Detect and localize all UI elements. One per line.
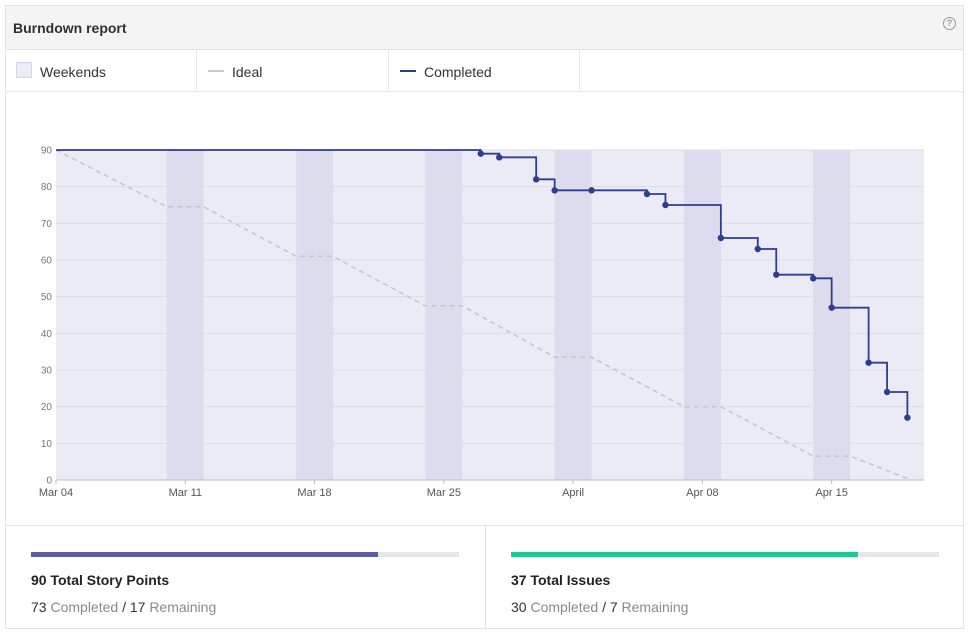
burndown-chart: 0 10 20 30 40 50 60 70 80 90 Mar 04 Mar 11 Mar 18 Mar… — [39, 146, 924, 499]
page-title: Burndown report — [13, 20, 127, 36]
issues-separator: / — [602, 599, 606, 615]
stats-footer: 90 Total Story Points 73 Completed / 17 … — [6, 525, 963, 630]
story-points-summary: 73 Completed / 17 Remaining — [31, 599, 216, 615]
issues-progress-fill — [511, 552, 859, 557]
completed-point — [828, 304, 835, 311]
completed-line — [56, 149, 909, 418]
completed-point — [551, 187, 558, 194]
completed-point — [662, 201, 669, 209]
weekends-swatch-icon — [16, 62, 32, 78]
weekend-band — [683, 150, 721, 480]
x-tick-label: Apr 15 — [815, 487, 847, 499]
completed-point — [809, 275, 817, 282]
weekend-band — [554, 150, 592, 480]
legend-weekends-label: Weekends — [40, 64, 106, 80]
y-tick-label: 70 — [41, 219, 53, 230]
weekend-band — [296, 150, 334, 480]
x-tick-label: Mar 25 — [427, 487, 461, 499]
ideal-line-icon — [208, 70, 224, 72]
story-points-completed-value: 73 — [31, 599, 47, 615]
completed-point — [588, 187, 595, 194]
burndown-panel: Burndown report ? Weekends Ideal Complet… — [5, 5, 964, 630]
issues-title: 37 Total Issues — [511, 572, 611, 588]
story-points-progress — [31, 552, 459, 557]
panel-header: Burndown report ? — [6, 6, 963, 50]
completed-line-icon — [400, 70, 416, 72]
completed-point — [643, 190, 651, 198]
x-tick-label: April — [562, 487, 584, 499]
x-tick-label: Mar 18 — [297, 487, 331, 499]
legend-completed[interactable]: Completed — [389, 50, 580, 91]
issues-remaining-value: 7 — [609, 599, 618, 615]
x-tick-label: Mar 11 — [169, 487, 202, 499]
completed-point — [717, 234, 725, 242]
y-tick-label: 90 — [41, 146, 53, 157]
completed-point — [532, 176, 540, 183]
story-points-title: 90 Total Story Points — [31, 572, 170, 588]
story-points-completed-label: Completed — [50, 599, 119, 615]
x-tick-label: Mar 04 — [39, 487, 73, 499]
completed-point — [496, 154, 503, 161]
chart-legend: Weekends Ideal Completed — [6, 50, 963, 92]
issues-completed-label: Completed — [530, 599, 599, 615]
y-tick-label: 20 — [41, 402, 53, 413]
y-tick-label: 80 — [41, 182, 53, 193]
issues-completed-value: 30 — [511, 599, 527, 615]
help-icon[interactable]: ? — [943, 17, 956, 30]
weekend-band — [813, 150, 851, 480]
completed-point — [883, 388, 891, 396]
y-tick-label: 10 — [41, 439, 53, 450]
story-points-separator: / — [122, 599, 126, 615]
completed-point — [754, 245, 761, 253]
y-tick-label: 30 — [41, 366, 53, 377]
legend-weekends[interactable]: Weekends — [6, 50, 197, 91]
issues-stat: 37 Total Issues 30 Completed / 7 Remaini… — [485, 526, 964, 630]
story-points-progress-fill — [31, 552, 379, 557]
story-points-remaining-label: Remaining — [149, 599, 217, 615]
ideal-line — [55, 149, 912, 481]
issues-remaining-label: Remaining — [621, 599, 689, 615]
y-tick-label: 0 — [46, 476, 52, 487]
story-points-stat: 90 Total Story Points 73 Completed / 17 … — [6, 526, 485, 630]
x-tick-label: Apr 08 — [686, 487, 718, 499]
y-tick-label: 50 — [41, 292, 53, 303]
completed-point — [477, 150, 484, 157]
completed-point — [904, 414, 911, 421]
issues-progress — [511, 552, 939, 557]
y-tick-label: 60 — [41, 256, 53, 267]
legend-ideal[interactable]: Ideal — [197, 50, 389, 91]
weekend-band — [166, 150, 204, 480]
weekend-band — [425, 150, 463, 480]
completed-point — [773, 271, 780, 278]
story-points-remaining-value: 17 — [129, 599, 146, 615]
issues-summary: 30 Completed / 7 Remaining — [511, 599, 688, 615]
completed-point — [865, 359, 872, 366]
legend-completed-label: Completed — [424, 64, 492, 80]
legend-ideal-label: Ideal — [232, 64, 263, 80]
y-tick-label: 40 — [41, 329, 53, 340]
